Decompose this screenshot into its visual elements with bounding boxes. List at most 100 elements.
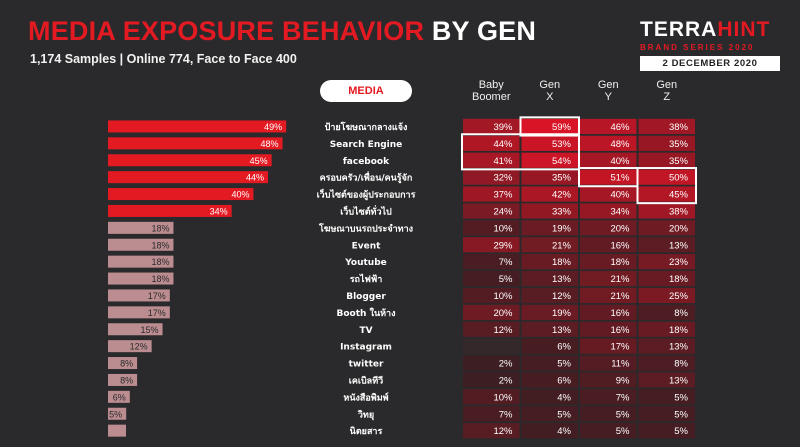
heatmap-cell <box>521 423 578 439</box>
heatmap-cell <box>580 389 637 405</box>
heatmap-cell <box>638 355 695 371</box>
heatmap-cell <box>521 355 578 371</box>
media-label: ป้ายโฆษณากลางแจ้ง <box>325 121 408 133</box>
heatmap-value: 38% <box>669 122 689 133</box>
heatmap-cell <box>521 186 578 202</box>
heatmap-value: 40% <box>610 190 630 201</box>
heatmap-cell <box>638 186 695 202</box>
heatmap-value: 20% <box>610 223 630 234</box>
heatmap-value: 13% <box>552 325 572 336</box>
brand-logo-red: HINT <box>717 18 771 41</box>
heatmap-cell <box>463 406 520 422</box>
heatmap-value: 19% <box>552 223 572 234</box>
page-title: MEDIA EXPOSURE BEHAVIOR BY GEN <box>28 16 536 47</box>
media-bar <box>108 137 283 150</box>
heatmap-cell <box>521 389 578 405</box>
bar-value-label: 12% <box>130 342 148 352</box>
media-label: เว็บไซต์ของผู้ประกอบการ <box>317 188 416 201</box>
heatmap-cell <box>638 135 695 151</box>
heatmap-cell <box>463 304 520 320</box>
heatmap-cell <box>638 220 695 236</box>
page-subtitle: 1,174 Samples | Online 774, Face to Face… <box>30 52 297 66</box>
heatmap-cell <box>580 152 637 168</box>
heatmap-value: 9% <box>616 375 630 386</box>
heatmap-value: 12% <box>493 325 513 336</box>
heatmap-value: 11% <box>611 359 630 370</box>
heatmap-cell <box>580 254 637 270</box>
heatmap-value: 5% <box>674 426 688 437</box>
heatmap-cell <box>638 152 695 168</box>
heatmap-cell <box>638 203 695 219</box>
heatmap-value: 13% <box>669 240 689 251</box>
heatmap-value: 51% <box>610 173 630 184</box>
heatmap-cell <box>580 169 637 185</box>
heatmap-value: 50% <box>669 173 689 184</box>
bar-value-label: 18% <box>151 274 169 284</box>
heatmap-value: 5% <box>557 359 571 370</box>
media-label: โฆษณาบนรถประจำทาง <box>318 222 413 234</box>
heatmap-cell <box>521 254 578 270</box>
media-bar <box>108 289 170 302</box>
heatmap-value: 13% <box>669 342 689 353</box>
heatmap-cell <box>463 203 520 219</box>
heatmap-value: 13% <box>552 274 572 285</box>
heatmap-cell <box>580 220 637 236</box>
heatmap-value: 21% <box>610 291 630 302</box>
bar-value-label: 8% <box>120 375 133 385</box>
brand-logo-white: TERRA <box>640 18 718 41</box>
bar-value-label: 8% <box>120 359 133 369</box>
heatmap-value: 7% <box>499 257 513 268</box>
gen-header-3: Gen Z <box>656 79 678 103</box>
heatmap-cell <box>580 203 637 219</box>
bar-value-label: 17% <box>148 291 166 301</box>
heatmap-cell <box>463 338 520 354</box>
heatmap-value: 12% <box>493 426 513 437</box>
media-label: นิตยสาร <box>349 426 382 437</box>
media-bar <box>108 357 138 370</box>
heatmap-value: 18% <box>669 325 689 336</box>
heatmap-cell <box>580 118 637 135</box>
heatmap-cell <box>580 304 637 320</box>
media-bar <box>108 204 232 217</box>
heatmap-value: 23% <box>669 257 689 268</box>
heatmap-cell <box>463 254 520 270</box>
heatmap-cell <box>580 321 637 337</box>
heatmap-cell <box>463 389 520 405</box>
media-bar <box>108 424 126 437</box>
heatmap-value: 13% <box>669 375 689 386</box>
heatmap-value: 16% <box>610 325 630 336</box>
heatmap-cell <box>463 220 520 236</box>
media-label: TV <box>359 326 372 336</box>
heatmap-cell <box>521 372 578 388</box>
heatmap-value: 10% <box>493 291 513 302</box>
heatmap-value: 41% <box>493 156 513 167</box>
heatmap-cell <box>521 406 578 422</box>
heatmap-cell <box>521 338 578 354</box>
heatmap-value: 10% <box>493 392 513 403</box>
heatmap-cell <box>580 372 637 388</box>
brand-date: 2 DECEMBER 2020 <box>640 56 780 71</box>
heatmap-cell <box>638 372 695 388</box>
heatmap-value: 7% <box>499 409 513 420</box>
heatmap-cell <box>638 270 695 287</box>
heatmap-cell <box>580 406 637 422</box>
heatmap-value: 2% <box>499 359 513 370</box>
media-label: Instagram <box>340 343 392 353</box>
heatmap-cell <box>580 135 637 151</box>
heatmap-value: 2% <box>499 375 513 386</box>
gen-header-0: Baby Boomer <box>471 79 511 103</box>
heatmap-value: 4% <box>557 426 571 437</box>
heatmap-value: 20% <box>669 223 689 234</box>
media-label: เคเบิลทีวี <box>349 375 383 386</box>
heatmap-cell <box>638 304 695 320</box>
bar-value-label: 48% <box>261 139 279 149</box>
media-column-label: MEDIA <box>320 80 412 102</box>
heatmap-cell <box>463 287 520 304</box>
heatmap-value: 8% <box>674 359 688 370</box>
bar-value-label: 40% <box>231 190 249 200</box>
brand-logo: TERRAHINT <box>640 18 780 42</box>
heatmap-cell <box>463 372 520 388</box>
heatmap-value: 17% <box>610 342 630 353</box>
heatmap-cell <box>521 237 578 253</box>
